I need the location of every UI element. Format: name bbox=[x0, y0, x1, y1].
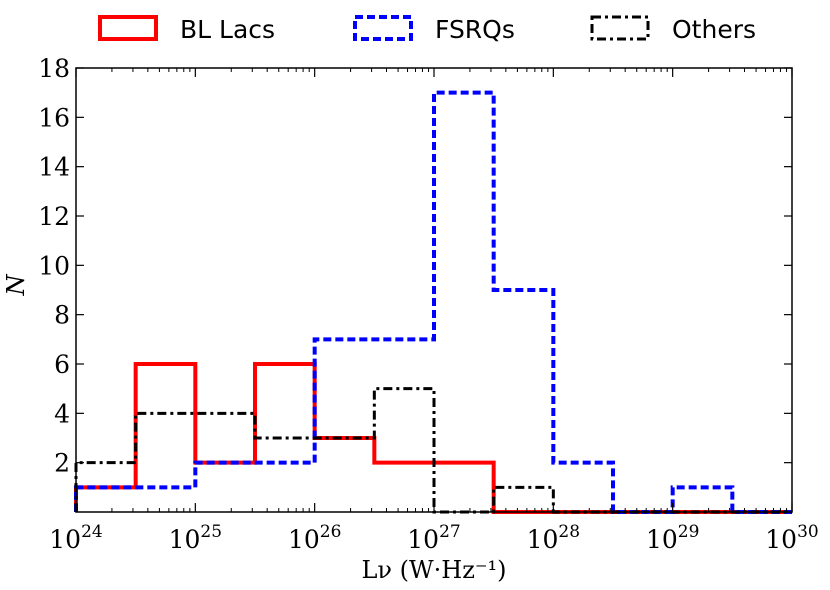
legend-swatch bbox=[98, 15, 158, 41]
y-tick-label: 4 bbox=[54, 399, 70, 428]
x-axis-label: Lν (W·Hz⁻¹) bbox=[361, 556, 506, 584]
legend-swatch bbox=[590, 15, 650, 41]
legend-label: Others bbox=[672, 15, 756, 44]
y-tick-label: 18 bbox=[38, 54, 70, 83]
x-tick-label: 1029 bbox=[646, 522, 699, 554]
axes-layer: 2 4 6 8 10 12 14 16 18 1024 1025 1026 1027 1028 1029 10… bbox=[38, 54, 819, 554]
series-others bbox=[74, 387, 792, 514]
x-tick-label: 1024 bbox=[49, 522, 102, 554]
series-fsrqs bbox=[74, 90, 792, 514]
y-tick-label: 14 bbox=[38, 153, 70, 182]
x-tick-label: 1030 bbox=[765, 522, 818, 554]
axis-labels: N Lν (W·Hz⁻¹) bbox=[2, 274, 507, 585]
x-tick-label: 1027 bbox=[407, 522, 460, 554]
legend-label: BL Lacs bbox=[180, 15, 275, 44]
y-axis-label: N bbox=[2, 274, 30, 297]
y-tick-label: 6 bbox=[54, 350, 70, 379]
y-tick-label: 10 bbox=[38, 251, 70, 280]
x-tick-label: 1025 bbox=[169, 522, 222, 554]
y-tick-label: 16 bbox=[38, 103, 70, 132]
legend-label: FSRQs bbox=[435, 15, 515, 44]
x-tick-label: 1028 bbox=[527, 522, 580, 554]
legend: BL Lacs FSRQs Others bbox=[98, 15, 756, 44]
series-layer bbox=[74, 90, 792, 514]
y-tick-label: 8 bbox=[54, 301, 70, 330]
y-tick-label: 12 bbox=[38, 202, 70, 231]
x-tick-label: 1026 bbox=[288, 522, 341, 554]
y-tick-label: 2 bbox=[54, 449, 70, 478]
legend-swatch bbox=[353, 15, 413, 41]
